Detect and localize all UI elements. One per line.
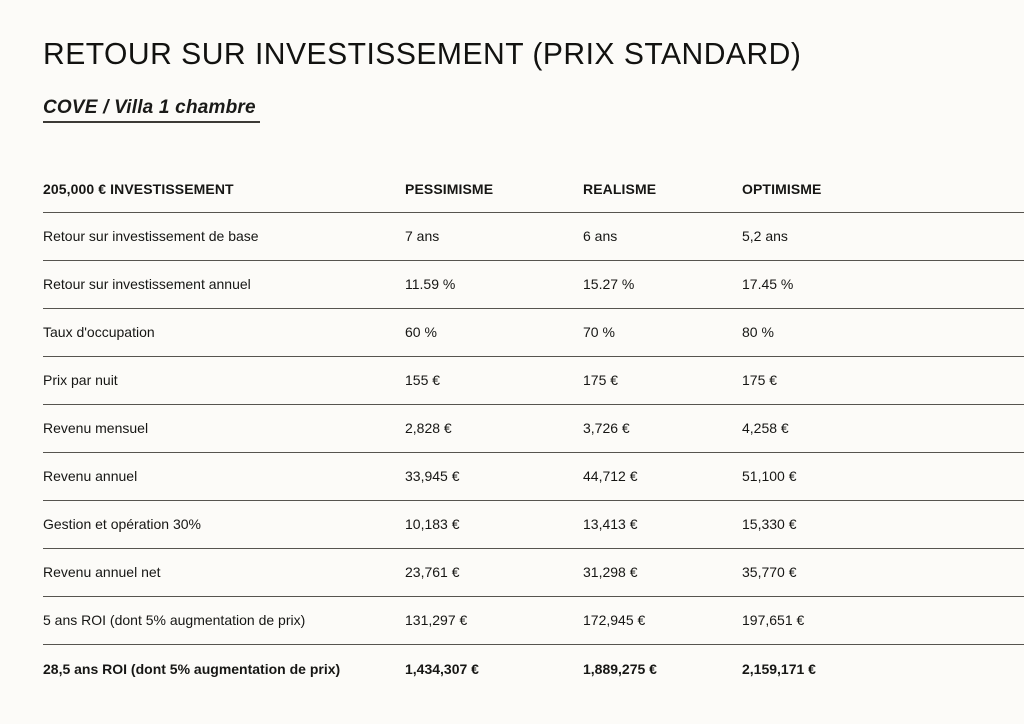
table-row: Retour sur investissement annuel 11.59 %… <box>43 261 1024 309</box>
cell-pessimisme: 2,828 € <box>405 420 452 437</box>
table-row: Prix par nuit 155 € 175 € 175 € <box>43 357 1024 405</box>
cell-realisme: 31,298 € <box>583 564 638 581</box>
table-row: Retour sur investissement de base 7 ans … <box>43 213 1024 261</box>
cell-realisme: 6 ans <box>583 228 618 245</box>
row-label: Retour sur investissement de base <box>43 228 259 245</box>
table-row: Revenu annuel 33,945 € 44,712 € 51,100 € <box>43 453 1024 501</box>
header-optimisme: OPTIMISME <box>742 180 822 197</box>
row-label: 5 ans ROI (dont 5% augmentation de prix) <box>43 612 306 629</box>
row-label: Revenu annuel <box>43 468 138 485</box>
cell-pessimisme: 155 € <box>405 372 441 389</box>
header-pessimisme: PESSIMISME <box>405 180 494 197</box>
table-row: Revenu annuel net 23,761 € 31,298 € 35,7… <box>43 549 1024 597</box>
cell-optimisme: 51,100 € <box>742 468 797 485</box>
cell-optimisme: 17.45 % <box>742 276 794 293</box>
cell-realisme: 175 € <box>583 372 619 389</box>
page-subtitle: COVE / Villa 1 chambre <box>43 97 260 123</box>
cell-optimisme: 175 € <box>742 372 778 389</box>
table-header-row: 205,000 € INVESTISSEMENT PESSIMISME REAL… <box>43 166 1024 213</box>
cell-realisme: 15.27 % <box>583 276 635 293</box>
table-row-total: 28,5 ans ROI (dont 5% augmentation de pr… <box>43 645 1024 693</box>
cell-pessimisme: 23,761 € <box>405 564 460 581</box>
cell-realisme: 172,945 € <box>583 612 646 629</box>
cell-realisme: 70 % <box>583 324 615 341</box>
cell-optimisme: 4,258 € <box>742 420 789 437</box>
cell-realisme: 44,712 € <box>583 468 638 485</box>
page-title: RETOUR SUR INVESTISSEMENT (PRIX STANDARD… <box>43 36 802 71</box>
roi-table: 205,000 € INVESTISSEMENT PESSIMISME REAL… <box>43 166 1024 693</box>
cell-pessimisme: 1,434,307 € <box>405 660 479 677</box>
cell-realisme: 3,726 € <box>583 420 630 437</box>
cell-pessimisme: 60 % <box>405 324 437 341</box>
row-label: Taux d'occupation <box>43 324 155 341</box>
cell-realisme: 13,413 € <box>583 516 638 533</box>
table-row: Revenu mensuel 2,828 € 3,726 € 4,258 € <box>43 405 1024 453</box>
cell-pessimisme: 33,945 € <box>405 468 460 485</box>
cell-optimisme: 35,770 € <box>742 564 797 581</box>
header-investment: 205,000 € INVESTISSEMENT <box>43 180 234 197</box>
cell-realisme: 1,889,275 € <box>583 660 657 677</box>
table-row: Taux d'occupation 60 % 70 % 80 % <box>43 309 1024 357</box>
cell-pessimisme: 11.59 % <box>405 276 456 293</box>
row-label: Retour sur investissement annuel <box>43 276 251 293</box>
table-row: Gestion et opération 30% 10,183 € 13,413… <box>43 501 1024 549</box>
cell-optimisme: 5,2 ans <box>742 228 788 245</box>
cell-optimisme: 80 % <box>742 324 774 341</box>
cell-optimisme: 15,330 € <box>742 516 797 533</box>
row-label: Revenu mensuel <box>43 420 149 437</box>
row-label: 28,5 ans ROI (dont 5% augmentation de pr… <box>43 660 341 677</box>
cell-optimisme: 197,651 € <box>742 612 805 629</box>
row-label: Revenu annuel net <box>43 564 161 581</box>
row-label: Gestion et opération 30% <box>43 516 201 533</box>
cell-pessimisme: 131,297 € <box>405 612 468 629</box>
cell-pessimisme: 10,183 € <box>405 516 460 533</box>
document-header: RETOUR SUR INVESTISSEMENT (PRIX STANDARD… <box>43 36 825 123</box>
cell-optimisme: 2,159,171 € <box>742 660 816 677</box>
row-label: Prix par nuit <box>43 372 118 389</box>
table-row: 5 ans ROI (dont 5% augmentation de prix)… <box>43 597 1024 645</box>
cell-pessimisme: 7 ans <box>405 228 440 245</box>
header-realisme: REALISME <box>583 180 657 197</box>
